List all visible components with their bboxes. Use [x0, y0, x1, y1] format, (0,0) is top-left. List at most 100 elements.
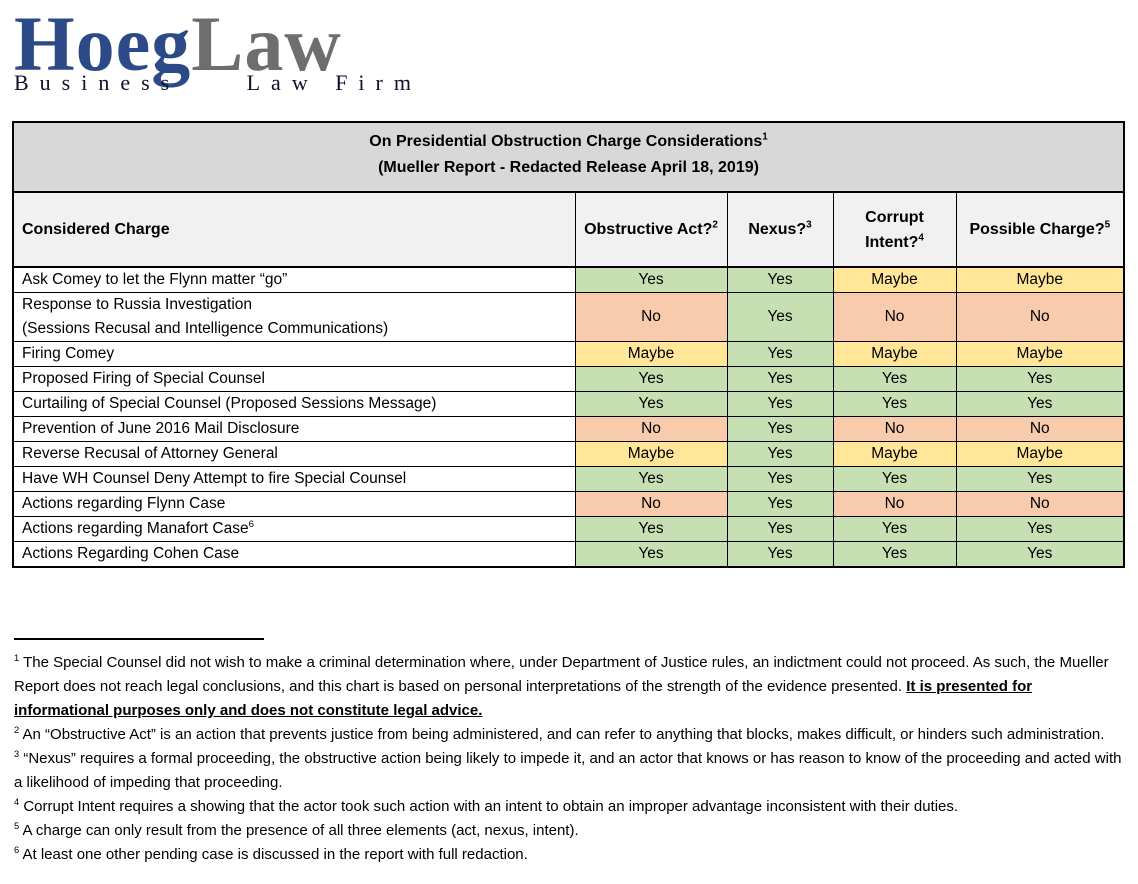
charge-cell: Response to Russia Investigation (Session… — [12, 292, 576, 342]
verdict-cell: Yes — [726, 541, 834, 568]
logo-wordmark: HoegLaw — [14, 2, 1138, 86]
verdict-cell: Yes — [726, 266, 834, 293]
logo-hoeg-text: Hoeg — [14, 0, 192, 87]
verdict-cell: Yes — [726, 341, 834, 367]
header-footnote-ref: 3 — [806, 219, 812, 231]
table-title: On Presidential Obstruction Charge Consi… — [13, 122, 1125, 193]
verdict-cell: Yes — [574, 541, 728, 568]
charge-cell: Ask Comey to let the Flynn matter “go” — [12, 266, 576, 293]
logo-tagline-lawfirm: Law Firm — [246, 70, 422, 95]
verdict-cell: Yes — [574, 266, 728, 293]
verdict-cell: Yes — [955, 391, 1125, 417]
footnote-number: 3 — [14, 749, 20, 759]
charge-cell: Prevention of June 2016 Mail Disclosure — [12, 416, 576, 442]
verdict-cell: Yes — [726, 292, 834, 342]
footnote: 3 “Nexus” requires a formal proceeding, … — [14, 749, 1122, 791]
verdict-cell: Yes — [574, 466, 728, 492]
table-title-line1: On Presidential Obstruction Charge Consi… — [369, 131, 768, 150]
footnote-list: 1 The Special Counsel did not wish to ma… — [14, 651, 1124, 867]
table-row: Ask Comey to let the Flynn matter “go” Ye… — [12, 266, 1125, 293]
footnote-number: 5 — [14, 821, 20, 831]
charge-cell-line2: (Sessions Recusal and Intelligence Commu… — [22, 320, 389, 337]
footnote-emphasis: It is presented for informational purpos… — [14, 678, 1033, 719]
verdict-cell: No — [955, 491, 1125, 517]
charge-cell: Actions regarding Flynn Case — [12, 491, 576, 517]
column-header-considered-charge: Considered Charge — [12, 191, 576, 268]
verdict-cell: Maybe — [832, 266, 957, 293]
charge-cell: Firing Comey — [12, 341, 576, 367]
table-row: Actions Regarding Cohen Case Yes Yes Yes Yes — [12, 541, 1125, 568]
logo: HoegLaw Business Law Firm — [0, 0, 1138, 121]
table-row: Curtailing of Special Counsel (Proposed … — [12, 391, 1125, 417]
charge-cell: Curtailing of Special Counsel (Proposed … — [12, 391, 576, 417]
table-row: Response to Russia Investigation (Session… — [12, 292, 1125, 342]
title-footnote-ref: 1 — [762, 131, 768, 143]
verdict-cell: Yes — [574, 366, 728, 392]
charge-cell: Proposed Firing of Special Counsel — [12, 366, 576, 392]
verdict-cell: Maybe — [574, 441, 728, 467]
verdict-cell: Yes — [726, 491, 834, 517]
verdict-cell: Maybe — [574, 341, 728, 367]
charge-cell: Reverse Recusal of Attorney General — [12, 441, 576, 467]
verdict-cell: Yes — [726, 366, 834, 392]
table-row: Firing Comey Maybe Yes Maybe Maybe — [12, 341, 1125, 367]
verdict-cell: No — [574, 292, 728, 342]
table-row: Have WH Counsel Deny Attempt to fire Spe… — [12, 466, 1125, 492]
footnote: 5 A charge can only result from the pres… — [14, 821, 579, 839]
verdict-cell: No — [574, 416, 728, 442]
charge-cell: Have WH Counsel Deny Attempt to fire Spe… — [12, 466, 576, 492]
verdict-cell: Yes — [726, 441, 834, 467]
verdict-cell: Yes — [726, 516, 834, 542]
verdict-cell: Maybe — [955, 441, 1125, 467]
table-header-row: Considered Charge Obstructive Act?2 Nexu… — [12, 191, 1125, 268]
header-footnote-ref: 2 — [712, 219, 718, 231]
verdict-cell: No — [955, 292, 1125, 342]
table-title-row: On Presidential Obstruction Charge Consi… — [13, 122, 1125, 193]
footnote-number: 6 — [14, 845, 20, 855]
header-footnote-ref: 5 — [1104, 219, 1111, 231]
verdict-cell: Yes — [574, 391, 728, 417]
header-footnote-ref: 4 — [918, 232, 924, 244]
footnote: 2 An “Obstructive Act” is an action that… — [14, 725, 1105, 743]
charge-footnote-ref: 6 — [248, 518, 254, 530]
charge-cell: Actions Regarding Cohen Case — [12, 541, 576, 568]
verdict-cell: Yes — [574, 516, 728, 542]
verdict-cell: Yes — [955, 541, 1125, 568]
verdict-cell: Yes — [955, 466, 1125, 492]
column-header-possible-charge: Possible Charge?5 — [955, 191, 1125, 268]
verdict-cell: Yes — [726, 391, 834, 417]
charge-cell: Actions regarding Manafort Case6 — [12, 516, 576, 542]
verdict-cell: Yes — [955, 366, 1125, 392]
logo-tagline-business: Business — [14, 70, 181, 95]
verdict-cell: No — [832, 416, 957, 442]
logo-law-text: Law — [191, 0, 342, 87]
column-header-nexus: Nexus?3 — [726, 191, 834, 268]
table-row: Actions regarding Manafort Case6 Yes Yes Ye… — [12, 516, 1125, 542]
verdict-cell: Maybe — [832, 341, 957, 367]
verdict-cell: Maybe — [955, 341, 1125, 367]
verdict-cell: Maybe — [832, 441, 957, 467]
obstruction-considerations-table: On Presidential Obstruction Charge Consi… — [12, 121, 1126, 568]
footnote: 1 The Special Counsel did not wish to ma… — [14, 653, 1109, 719]
footnote-number: 2 — [14, 725, 20, 735]
table-row: Prevention of June 2016 Mail Disclosure N… — [12, 416, 1125, 442]
footnote-number: 1 — [14, 653, 20, 663]
verdict-cell: Yes — [955, 516, 1125, 542]
verdict-cell: No — [574, 491, 728, 517]
column-header-corrupt-intent: Corrupt Intent?4 — [832, 191, 957, 268]
footnotes-section: 1 The Special Counsel did not wish to ma… — [14, 638, 1124, 867]
verdict-cell: Yes — [832, 366, 957, 392]
footnote: 6 At least one other pending case is dis… — [14, 845, 528, 863]
verdict-cell: Yes — [832, 516, 957, 542]
verdict-cell: Yes — [832, 391, 957, 417]
verdict-cell: No — [832, 292, 957, 342]
table-row: Proposed Firing of Special Counsel Yes Yes… — [12, 366, 1125, 392]
table-title-line2: (Mueller Report - Redacted Release April… — [378, 159, 759, 176]
verdict-cell: Yes — [832, 466, 957, 492]
table-row: Actions regarding Flynn Case No Yes No No — [12, 491, 1125, 517]
verdict-cell: Yes — [726, 416, 834, 442]
verdict-cell: Maybe — [955, 266, 1125, 293]
verdict-cell: No — [832, 491, 957, 517]
verdict-cell: Yes — [726, 466, 834, 492]
